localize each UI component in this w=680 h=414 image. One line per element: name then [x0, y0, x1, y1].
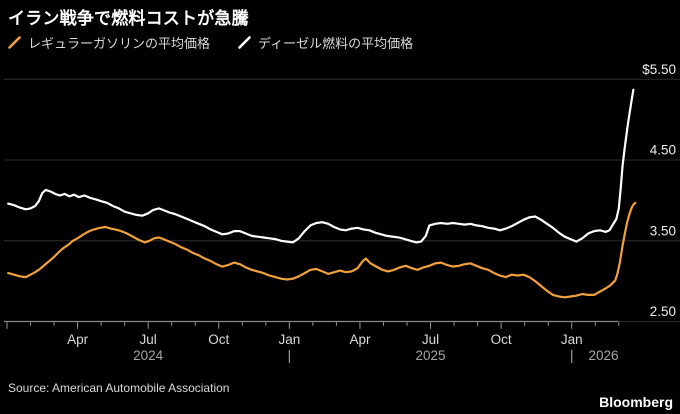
- y-axis-label: 4.50: [650, 143, 676, 158]
- y-axis-label: $5.50: [642, 62, 676, 77]
- legend-item-diesel: ディーゼル燃料の平均価格: [238, 33, 413, 52]
- x-month-label: Jul: [422, 332, 439, 347]
- x-month-label: Oct: [208, 332, 229, 347]
- y-axis-label: 3.50: [650, 223, 676, 238]
- x-year-label: |: [570, 348, 574, 363]
- x-year-label: 2026: [588, 348, 618, 363]
- x-year-label: |: [288, 348, 292, 363]
- gasoline-slash-icon: [8, 36, 21, 49]
- legend: レギュラーガソリンの平均価格 ディーゼル燃料の平均価格: [8, 33, 413, 52]
- diesel-slash-icon: [238, 36, 251, 49]
- x-month-label: Apr: [67, 332, 89, 347]
- x-month-label: Oct: [491, 332, 512, 347]
- series-line-diesel: [7, 88, 635, 244]
- series-line-gasoline: [7, 201, 637, 299]
- legend-label-diesel: ディーゼル燃料の平均価格: [258, 36, 414, 51]
- legend-label-gasoline: レギュラーガソリンの平均価格: [28, 36, 211, 51]
- y-axis-label: 2.50: [650, 304, 676, 319]
- x-month-label: Jul: [140, 332, 157, 347]
- chart-title: イラン戦争で燃料コストが急騰: [8, 9, 249, 28]
- source-credit: Source: American Automobile Association: [8, 381, 230, 395]
- bloomberg-logo: Bloomberg: [599, 394, 673, 410]
- x-month-label: Apr: [349, 332, 371, 347]
- legend-item-gasoline: レギュラーガソリンの平均価格: [8, 33, 210, 52]
- x-year-label: 2025: [416, 348, 446, 363]
- x-month-label: Jan: [561, 332, 583, 347]
- x-year-label: 2024: [133, 348, 164, 363]
- x-month-label: Jan: [278, 332, 300, 347]
